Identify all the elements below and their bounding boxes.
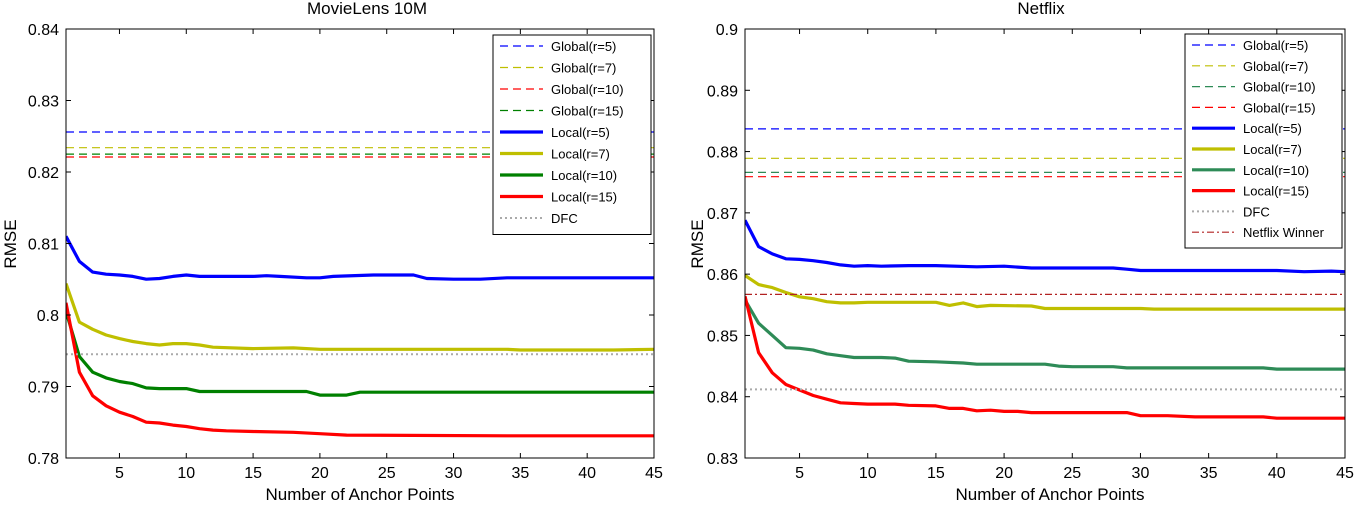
legend-label: Netflix Winner [1243,225,1325,240]
y-tick-label: 0.88 [707,145,738,162]
legend-box [492,34,652,235]
legend-label: Global(r=5) [551,39,616,54]
x-tick-label: 20 [311,465,329,482]
x-tick-label: 40 [1268,465,1286,482]
x-tick-label: 5 [795,465,804,482]
series-group [745,128,1345,420]
y-axis-label: RMSE [1,219,20,268]
x-tick-label: 15 [927,465,945,482]
legend-label: Global(r=15) [1243,100,1316,115]
y-tick-label: 0.79 [28,380,59,397]
netflix-chart: Netflix Number of Anchor Points RMSE 5 10… [688,0,1354,504]
legend-label: Local(r=15) [1243,184,1309,199]
series-line-local-r-5 [66,235,654,281]
x-tick-label: 45 [645,465,663,482]
y-tick-label: 0.84 [707,390,738,407]
legend-label: DFC [551,211,578,226]
series-line-local-r-7 [745,274,1345,311]
x-tick-label: 35 [511,465,529,482]
x-tick-label: 35 [1200,465,1218,482]
y-tick-label: 0.87 [707,206,738,223]
y-axis-label: RMSE [688,219,707,268]
y-tick-label: 0.85 [707,328,738,345]
series-line-local-r-15 [745,295,1345,420]
x-axis-label: Number of Anchor Points [956,485,1145,502]
legend-label: Local(r=10) [551,168,617,183]
y-tick-label: 0.9 [716,22,738,39]
series-group [66,131,654,438]
legend-box [1184,33,1343,249]
x-tick-label: 25 [378,465,396,482]
x-axis-label: Number of Anchor Points [266,485,455,502]
movielens-chart: MovieLens 10M Number of Anchor Points RM… [1,0,663,504]
legend-label: Local(r=10) [1243,163,1309,178]
x-tick-label: 15 [244,465,262,482]
series-line-local-r-10 [66,310,654,397]
y-tick-label: 0.83 [707,451,738,468]
legend-label: Local(r=5) [1243,121,1302,136]
y-tick-label: 0.89 [707,83,738,100]
x-tick-label: 40 [578,465,596,482]
x-tick-label: 25 [1063,465,1081,482]
chart-title: Netflix [1017,0,1065,18]
series-line-local-r-10 [745,299,1345,371]
y-tick-label: 0.83 [28,94,59,111]
legend-label: Local(r=7) [551,147,610,162]
x-tick-label: 30 [445,465,463,482]
legend-label: Local(r=15) [551,190,617,205]
legend-label: Global(r=7) [1243,59,1308,74]
legend-label: Global(r=5) [1243,38,1308,53]
series-line-local-r-5 [745,219,1345,274]
series-line-local-r-7 [66,282,654,352]
legend-label: Local(r=5) [551,125,610,140]
x-tick-label: 5 [115,465,124,482]
legend: Global(r=5) Global(r=7) Global(r=10) Global… [1184,33,1343,249]
series-line-local-r-15 [66,302,654,438]
legend-label: Local(r=7) [1243,142,1302,157]
x-tick-label: 20 [995,465,1013,482]
legend-label: Global(r=15) [551,104,624,119]
legend-label: DFC [1243,204,1270,219]
y-tick-label: 0.86 [707,267,738,284]
y-tick-label: 0.78 [28,451,59,468]
y-tick-label: 0.84 [28,22,59,39]
y-tick-label: 0.8 [37,308,59,325]
legend-label: Global(r=10) [551,82,624,97]
x-tick-label: 10 [859,465,877,482]
y-tick-label: 0.81 [28,237,59,254]
x-tick-label: 10 [177,465,195,482]
x-tick-label: 30 [1132,465,1150,482]
plot-frame [744,28,1346,459]
legend-label: Global(r=10) [1243,80,1316,95]
y-tick-label: 0.82 [28,165,59,182]
x-tick-label: 45 [1336,465,1354,482]
legend: Global(r=5) Global(r=7) Global(r=10) Global… [492,34,652,235]
chart-title: MovieLens 10M [307,0,427,18]
legend-label: Global(r=7) [551,61,616,76]
